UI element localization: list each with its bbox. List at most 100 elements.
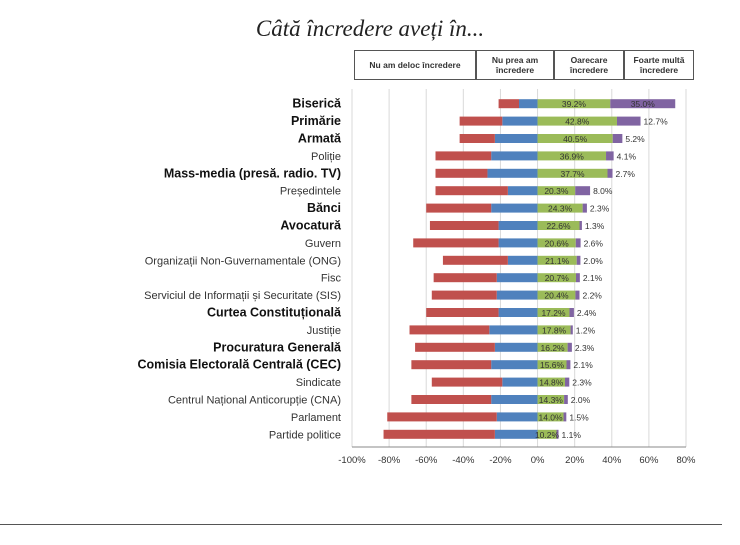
- data-label-some-trust: 10.2%: [535, 430, 560, 440]
- bar-segment-little-trust: [489, 325, 538, 335]
- x-tick-label: 80%: [676, 455, 696, 466]
- bar-segment-some-trust: [537, 290, 576, 300]
- bar-segment-some-trust: [537, 325, 571, 335]
- bar-segment-little-trust: [502, 116, 538, 126]
- bar-segment-much-trust: [575, 273, 580, 283]
- data-label-some-trust: 20.3%: [544, 186, 569, 196]
- data-label-some-trust: 14.8%: [539, 378, 564, 388]
- data-label-some-trust: 20.6%: [545, 238, 570, 248]
- category-label: Biserică: [292, 97, 342, 111]
- bar-segment-some-trust: [537, 308, 570, 317]
- divider: [0, 524, 722, 525]
- bar-segment-much-trust: [556, 429, 559, 439]
- x-tick-label: -20%: [489, 455, 512, 466]
- category-label: Procuratura Generală: [213, 340, 342, 354]
- x-tick-label: -80%: [378, 455, 401, 466]
- bar-segment-little-trust: [491, 395, 538, 404]
- data-label-some-trust: 17.8%: [542, 325, 567, 335]
- data-label-some-trust: 40.5%: [563, 134, 588, 144]
- bar-segment-some-trust: [537, 168, 608, 178]
- data-label-much-trust: 8.0%: [593, 186, 613, 196]
- category-label: Guvern: [305, 238, 341, 250]
- bar-segment-much-trust: [610, 99, 676, 109]
- data-label-much-trust: 2.1%: [573, 360, 593, 370]
- bar-segment-little-trust: [498, 221, 538, 230]
- bar-segment-no-trust: [442, 255, 508, 265]
- category-label: Parlament: [291, 412, 341, 424]
- data-label-much-trust: 2.0%: [571, 395, 591, 405]
- x-tick-label: -100%: [338, 455, 366, 466]
- data-label-much-trust: 2.3%: [575, 343, 595, 353]
- category-label: Sindicate: [296, 377, 341, 389]
- bar-segment-little-trust: [496, 412, 538, 422]
- bar-segment-some-trust: [537, 377, 566, 387]
- bar-segment-little-trust: [498, 308, 538, 317]
- x-tick-label: -60%: [415, 455, 438, 466]
- bar-segment-little-trust: [498, 238, 538, 248]
- data-label-some-trust: 39.2%: [562, 99, 587, 109]
- legend-item-some: Oarecare încredere: [554, 50, 624, 80]
- bar-segment-much-trust: [570, 325, 573, 335]
- bar-segment-some-trust: [537, 221, 580, 230]
- data-label-some-trust: 22.6%: [546, 221, 571, 231]
- data-label-some-trust: 21.1%: [545, 256, 570, 266]
- bar-segment-little-trust: [491, 203, 538, 213]
- category-label: Serviciul de Informații și Securitate (S…: [144, 290, 341, 302]
- bar-segment-no-trust: [459, 134, 495, 143]
- bar-segment-little-trust: [494, 342, 538, 352]
- legend-label: Oarecare încredere: [569, 55, 609, 75]
- bar-segment-much-trust: [582, 203, 587, 213]
- data-label-much-trust: 2.6%: [584, 238, 604, 248]
- chart-title: Câtă încredere aveți în...: [255, 16, 485, 41]
- bar-segment-no-trust: [459, 116, 503, 126]
- category-label: Centrul Național Anticorupție (CNA): [168, 395, 341, 407]
- bar-segment-some-trust: [537, 395, 565, 404]
- bar-segment-little-trust: [496, 273, 538, 283]
- bar-segment-no-trust: [383, 429, 495, 439]
- data-label-some-trust: 15.6%: [540, 360, 565, 370]
- bar-segment-little-trust: [507, 186, 538, 196]
- legend-label: Nu prea am încredere: [491, 55, 539, 75]
- bar-segment-some-trust: [537, 412, 564, 422]
- bar-segment-little-trust: [502, 377, 538, 387]
- data-label-some-trust: 17.2%: [541, 308, 566, 318]
- bar-segment-no-trust: [431, 377, 503, 387]
- x-tick-label: -40%: [452, 455, 475, 466]
- bar-segment-some-trust: [537, 151, 607, 161]
- category-label: Organizații Non-Guvernamentale (ONG): [145, 255, 341, 267]
- bar-segment-no-trust: [431, 290, 497, 300]
- data-label-much-trust: 2.0%: [583, 256, 603, 266]
- legend-label: Nu am deloc încredere: [369, 60, 461, 70]
- bar-segment-little-trust: [491, 360, 538, 370]
- bar-segment-no-trust: [426, 308, 499, 317]
- data-label-much-trust: 2.7%: [616, 169, 636, 179]
- category-label: Primărie: [291, 114, 341, 128]
- data-label-much-trust: 5.2%: [625, 134, 645, 144]
- category-label: Președintele: [280, 186, 341, 198]
- data-label-much-trust: 1.2%: [576, 325, 596, 335]
- x-tick-label: 20%: [565, 455, 585, 466]
- bar-segment-no-trust: [433, 273, 497, 283]
- bar-segment-some-trust: [537, 238, 576, 248]
- bar-segment-much-trust: [564, 395, 568, 404]
- bar-segment-much-trust: [566, 360, 571, 370]
- category-label: Poliție: [311, 151, 341, 163]
- bar-segment-much-trust: [606, 151, 614, 161]
- bar-segment-some-trust: [537, 99, 611, 109]
- data-label-some-trust: 16.2%: [541, 343, 566, 353]
- bar-segment-little-trust: [496, 290, 538, 300]
- bar-segment-no-trust: [429, 221, 499, 230]
- data-label-some-trust: 14.3%: [539, 395, 564, 405]
- data-label-some-trust: 42.8%: [565, 117, 590, 127]
- category-label: Curtea Constituțională: [207, 306, 342, 320]
- data-label-some-trust: 14.0%: [538, 412, 563, 422]
- category-label: Mass-media (presă. radio. TV): [164, 166, 341, 180]
- bar-segment-some-trust: [537, 116, 617, 126]
- bar-segment-no-trust: [387, 412, 497, 422]
- bar-segment-no-trust: [426, 203, 492, 213]
- bar-segment-much-trust: [579, 221, 582, 230]
- data-label-much-trust: 2.3%: [590, 204, 610, 214]
- data-label-some-trust: 20.4%: [544, 291, 569, 301]
- bar-segment-no-trust: [435, 151, 492, 161]
- x-tick-label: 60%: [639, 455, 659, 466]
